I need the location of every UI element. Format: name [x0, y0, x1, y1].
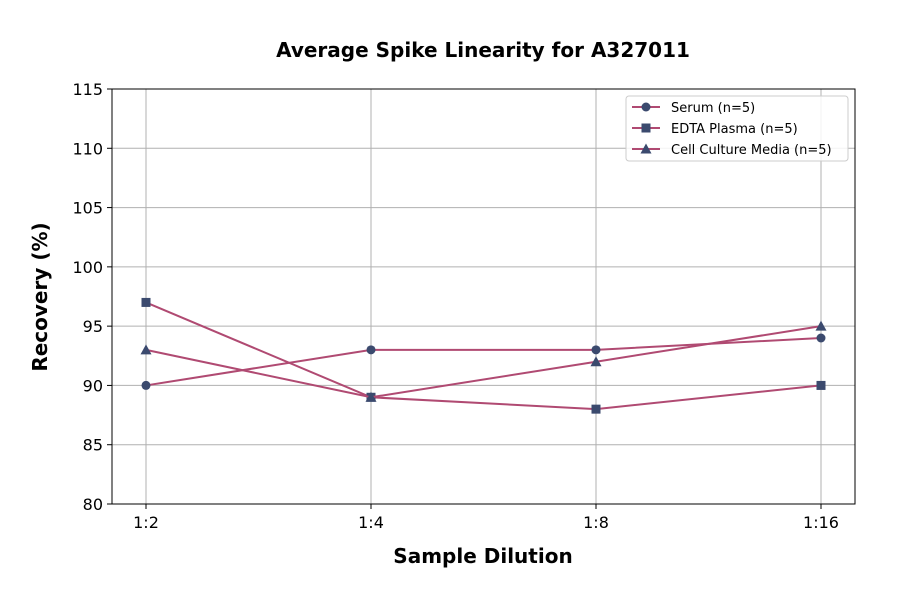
- series-line: [145, 301, 822, 411]
- y-tick-label: 105: [72, 199, 103, 218]
- legend: Serum (n=5) EDTA Plasma (n=5) Cell Culture…: [625, 95, 849, 162]
- data-point: [816, 380, 826, 390]
- data-point: [816, 333, 826, 343]
- data-point: [140, 344, 152, 355]
- x-tick-label: 1:4: [358, 513, 384, 532]
- legend-label: EDTA Plasma (n=5): [671, 122, 798, 137]
- chart-title: Average Spike Linearity for A327011: [276, 38, 690, 62]
- y-axis-label: Recovery (%): [28, 222, 52, 371]
- legend-item: Cell Culture Media (n=5): [632, 143, 832, 158]
- legend-box: [625, 95, 849, 162]
- x-tick-label: 1:8: [583, 513, 609, 532]
- data-point: [590, 356, 602, 367]
- series-square: [141, 297, 826, 414]
- x-tick-label: 1:16: [803, 513, 839, 532]
- y-tick-label: 85: [83, 436, 103, 455]
- data-point: [141, 380, 151, 390]
- x-axis-label: Sample Dilution: [393, 544, 572, 568]
- data-point: [366, 345, 376, 355]
- legend-item: EDTA Plasma (n=5): [632, 122, 798, 137]
- data-point: [591, 404, 601, 414]
- series-line: [145, 325, 822, 399]
- data-point: [815, 320, 827, 331]
- y-tick-label: 115: [72, 80, 103, 99]
- legend-marker: [641, 123, 651, 133]
- legend-item: Serum (n=5): [632, 101, 755, 116]
- y-tick-label: 110: [72, 139, 103, 158]
- plot-frame: [111, 88, 856, 505]
- y-tick-label: 100: [72, 258, 103, 277]
- legend-marker: [641, 102, 651, 112]
- legend-label: Serum (n=5): [671, 101, 755, 116]
- data-point: [141, 297, 151, 307]
- series-triangle: [140, 320, 827, 402]
- legend-marker: [640, 143, 652, 154]
- legend-label: Cell Culture Media (n=5): [671, 143, 832, 158]
- y-tick-label: 80: [83, 495, 103, 514]
- x-tick-label: 1:2: [133, 513, 159, 532]
- y-tick-label: 90: [83, 376, 103, 395]
- data-point: [365, 391, 377, 402]
- y-tick-label: 95: [83, 317, 103, 336]
- data-point: [591, 345, 601, 355]
